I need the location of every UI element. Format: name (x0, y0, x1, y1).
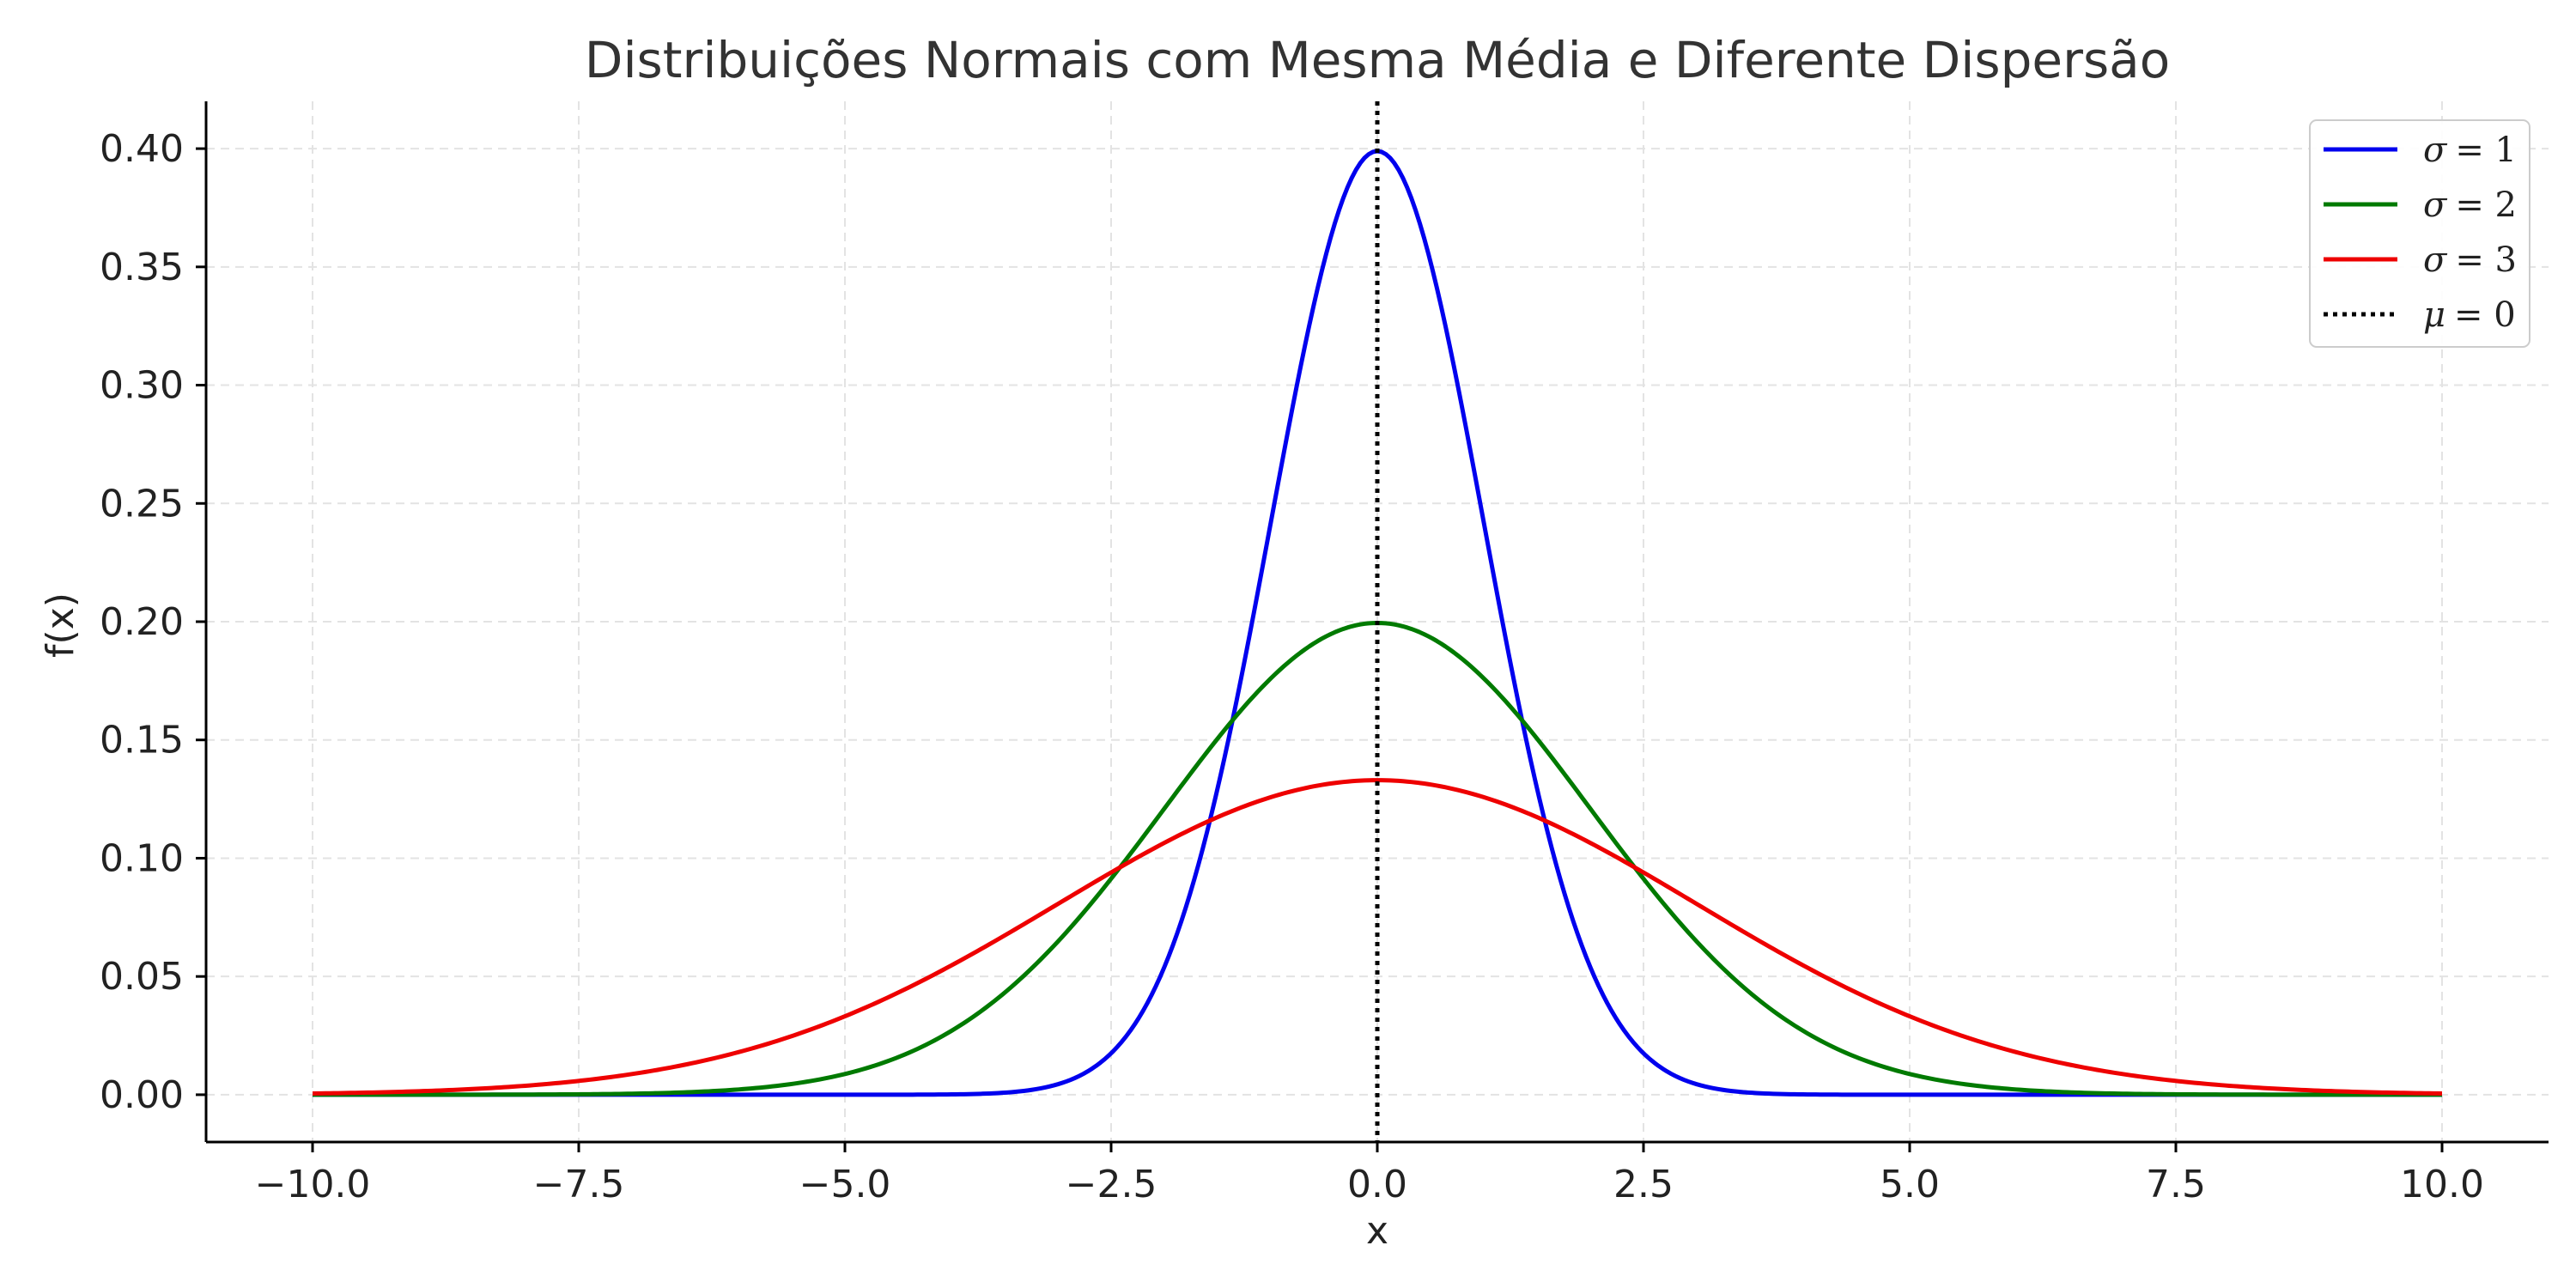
y-tick-label: 0.00 (100, 1073, 184, 1117)
y-tick-label: 0.05 (100, 955, 184, 999)
x-tick-label: 0.0 (1347, 1163, 1407, 1206)
y-tick-label: 0.40 (100, 127, 184, 171)
legend-value: = 2 (2455, 185, 2517, 225)
legend-entry: σ = 1 (2423, 131, 2517, 170)
legend-symbol: σ (2423, 240, 2448, 280)
x-tick-label: −5.0 (799, 1163, 891, 1206)
legend-symbol: μ (2423, 295, 2445, 335)
legend-value: = 0 (2454, 295, 2516, 335)
legend-symbol: σ (2423, 185, 2448, 225)
legend-value: = 3 (2455, 240, 2517, 280)
y-tick-label: 0.10 (100, 836, 184, 880)
legend-symbol: σ (2423, 131, 2448, 170)
x-tick-label: 5.0 (1880, 1163, 1940, 1206)
plot-area (312, 101, 2443, 1142)
x-tick-label: −10.0 (255, 1163, 371, 1206)
y-tick-label: 0.35 (100, 246, 184, 289)
y-tick-label: 0.30 (100, 364, 184, 408)
legend-entry: σ = 2 (2423, 185, 2517, 225)
y-tick-label: 0.15 (100, 719, 184, 762)
x-tick-label: −7.5 (533, 1163, 625, 1206)
y-axis-label: f(x) (39, 592, 82, 658)
y-tick-label: 0.20 (100, 600, 184, 644)
x-tick-label: 2.5 (1613, 1163, 1674, 1206)
legend-entry: σ = 3 (2423, 240, 2517, 280)
x-tick-label: −2.5 (1066, 1163, 1157, 1206)
axes: −10.0 −7.5 −5.0 −2.5 0.0 2.5 5.0 7.5 10.0 0.00 0.0… (100, 101, 2549, 1206)
legend: σ = 1σ = 2σ = 3μ = 0 (2309, 119, 2530, 348)
x-tick-label: 10.0 (2400, 1163, 2484, 1206)
legend-box (2309, 119, 2530, 348)
chart-title: Distribuições Normais com Mesma Média e … (585, 31, 2170, 89)
series-line-sigma-3 (312, 778, 2443, 1096)
y-tick-label: 0.25 (100, 482, 184, 526)
x-axis-label: x (1366, 1209, 1388, 1253)
legend-entry: μ = 0 (2423, 295, 2516, 335)
legend-value: = 1 (2455, 131, 2517, 170)
x-tick-label: 7.5 (2146, 1163, 2206, 1206)
